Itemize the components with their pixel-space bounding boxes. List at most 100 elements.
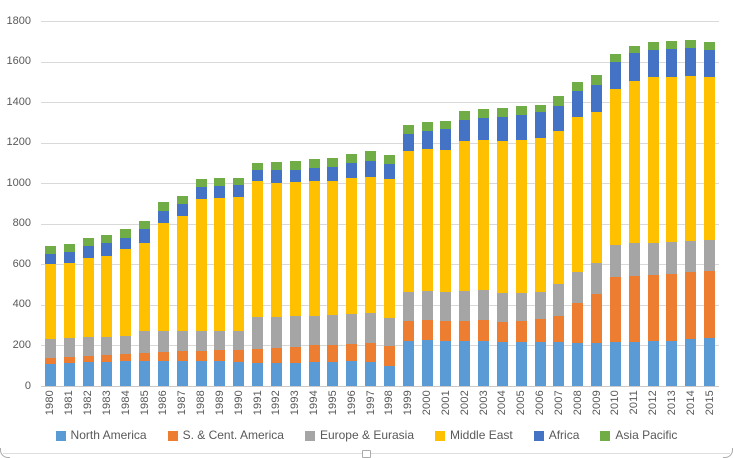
bar-segment-africa[interactable]: [63, 251, 75, 263]
bar-segment-europe-eurasia[interactable]: [82, 337, 94, 356]
bar-segment-middle-east[interactable]: [157, 222, 169, 331]
bar-segment-north-america[interactable]: [459, 341, 471, 386]
bar-column-1982[interactable]: [82, 238, 94, 386]
bar-segment-europe-eurasia[interactable]: [478, 290, 490, 321]
bar-segment-middle-east[interactable]: [120, 248, 132, 337]
bar-segment-north-america[interactable]: [591, 343, 603, 386]
bar-segment-europe-eurasia[interactable]: [270, 316, 282, 348]
bar-segment-s-cent-america[interactable]: [214, 350, 226, 362]
bar-segment-s-cent-america[interactable]: [44, 357, 56, 364]
bar-segment-asia-pacific[interactable]: [252, 162, 264, 171]
bar-segment-middle-east[interactable]: [327, 180, 339, 316]
bar-segment-middle-east[interactable]: [572, 116, 584, 273]
bar-segment-asia-pacific[interactable]: [270, 161, 282, 171]
bar-segment-north-america[interactable]: [195, 360, 207, 386]
bar-segment-s-cent-america[interactable]: [82, 355, 94, 363]
bar-segment-asia-pacific[interactable]: [176, 195, 188, 204]
bar-segment-asia-pacific[interactable]: [383, 155, 395, 164]
bar-segment-africa[interactable]: [459, 120, 471, 142]
bar-segment-africa[interactable]: [346, 162, 358, 178]
bar-column-1984[interactable]: [120, 229, 132, 386]
bar-segment-africa[interactable]: [383, 163, 395, 180]
bar-segment-north-america[interactable]: [421, 340, 433, 386]
bar-column-1988[interactable]: [195, 178, 207, 386]
bar-segment-middle-east[interactable]: [704, 76, 716, 240]
bar-segment-north-america[interactable]: [628, 341, 640, 386]
bar-column-1980[interactable]: [44, 246, 56, 386]
bar-segment-north-america[interactable]: [63, 362, 75, 386]
bar-segment-s-cent-america[interactable]: [515, 321, 527, 343]
bar-segment-middle-east[interactable]: [308, 181, 320, 316]
bar-column-1983[interactable]: [101, 234, 113, 386]
bar-segment-europe-eurasia[interactable]: [666, 242, 678, 275]
bar-segment-s-cent-america[interactable]: [139, 352, 151, 361]
bar-segment-africa[interactable]: [157, 210, 169, 223]
bar-segment-asia-pacific[interactable]: [628, 45, 640, 54]
bar-segment-africa[interactable]: [195, 187, 207, 200]
legend-item-asia-pacific[interactable]: Asia Pacific: [600, 428, 677, 442]
bar-segment-asia-pacific[interactable]: [534, 104, 546, 113]
bar-segment-s-cent-america[interactable]: [572, 303, 584, 344]
bar-segment-north-america[interactable]: [101, 361, 113, 386]
bar-segment-s-cent-america[interactable]: [478, 320, 490, 342]
bar-segment-europe-eurasia[interactable]: [591, 262, 603, 294]
bar-segment-africa[interactable]: [515, 114, 527, 140]
bar-column-2004[interactable]: [496, 107, 508, 386]
bar-segment-asia-pacific[interactable]: [666, 41, 678, 49]
bar-segment-asia-pacific[interactable]: [685, 40, 697, 49]
bar-segment-africa[interactable]: [666, 48, 678, 77]
bar-segment-asia-pacific[interactable]: [63, 243, 75, 252]
bar-segment-asia-pacific[interactable]: [308, 158, 320, 168]
bar-column-1995[interactable]: [327, 157, 339, 386]
bar-segment-north-america[interactable]: [704, 337, 716, 386]
bar-segment-europe-eurasia[interactable]: [44, 338, 56, 358]
bar-segment-asia-pacific[interactable]: [101, 234, 113, 243]
legend-item-middle-east[interactable]: Middle East: [435, 428, 513, 442]
bar-segment-middle-east[interactable]: [101, 256, 113, 337]
bar-segment-africa[interactable]: [553, 105, 565, 131]
bar-column-1985[interactable]: [139, 220, 151, 386]
bar-column-2003[interactable]: [478, 108, 490, 386]
bar-segment-europe-eurasia[interactable]: [365, 313, 377, 344]
bar-segment-europe-eurasia[interactable]: [440, 291, 452, 321]
bar-segment-middle-east[interactable]: [496, 140, 508, 293]
bar-column-2010[interactable]: [609, 54, 621, 386]
bar-segment-s-cent-america[interactable]: [233, 349, 245, 362]
bar-segment-middle-east[interactable]: [515, 139, 527, 293]
bar-segment-s-cent-america[interactable]: [609, 277, 621, 343]
bar-segment-middle-east[interactable]: [553, 130, 565, 285]
bar-segment-middle-east[interactable]: [82, 258, 94, 338]
bar-segment-s-cent-america[interactable]: [289, 347, 301, 363]
bar-segment-asia-pacific[interactable]: [421, 122, 433, 131]
bar-segment-middle-east[interactable]: [666, 76, 678, 243]
bar-segment-africa[interactable]: [496, 116, 508, 141]
bar-segment-africa[interactable]: [704, 50, 716, 77]
bar-segment-africa[interactable]: [214, 185, 226, 199]
bar-segment-asia-pacific[interactable]: [402, 125, 414, 134]
bar-segment-north-america[interactable]: [327, 362, 339, 386]
bar-segment-europe-eurasia[interactable]: [685, 240, 697, 273]
bar-segment-europe-eurasia[interactable]: [327, 315, 339, 346]
bar-segment-middle-east[interactable]: [628, 80, 640, 244]
bar-segment-asia-pacific[interactable]: [478, 108, 490, 119]
bar-segment-middle-east[interactable]: [44, 264, 56, 339]
bar-segment-s-cent-america[interactable]: [402, 320, 414, 341]
bar-segment-s-cent-america[interactable]: [195, 350, 207, 361]
bar-segment-middle-east[interactable]: [421, 149, 433, 292]
bar-segment-europe-eurasia[interactable]: [515, 292, 527, 322]
bar-segment-asia-pacific[interactable]: [195, 178, 207, 188]
chart-resize-handle-bottom-center[interactable]: [362, 450, 371, 458]
bar-segment-middle-east[interactable]: [289, 182, 301, 317]
bar-column-2011[interactable]: [628, 45, 640, 386]
bar-segment-africa[interactable]: [176, 203, 188, 217]
bar-segment-north-america[interactable]: [252, 362, 264, 386]
legend-item-europe-eurasia[interactable]: Europe & Eurasia: [304, 428, 414, 442]
bar-segment-middle-east[interactable]: [534, 137, 546, 292]
bar-segment-middle-east[interactable]: [685, 76, 697, 241]
bar-segment-s-cent-america[interactable]: [666, 274, 678, 341]
bar-segment-africa[interactable]: [120, 238, 132, 249]
bar-segment-middle-east[interactable]: [440, 150, 452, 292]
bar-segment-middle-east[interactable]: [365, 177, 377, 314]
bar-segment-asia-pacific[interactable]: [44, 246, 56, 255]
bar-segment-africa[interactable]: [139, 228, 151, 244]
